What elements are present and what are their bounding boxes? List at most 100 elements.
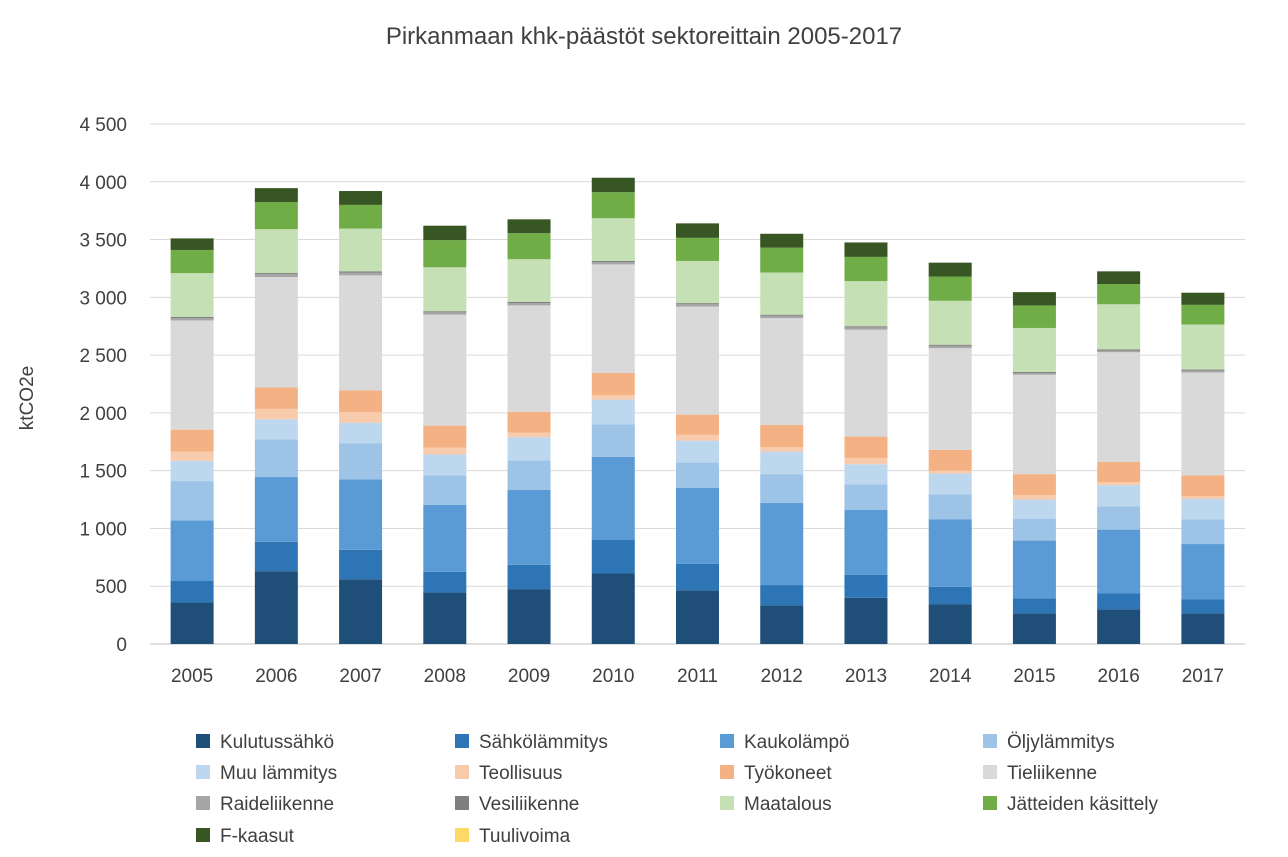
bar-segment	[928, 604, 972, 644]
bar-segment	[844, 464, 888, 485]
bar-segment	[760, 272, 804, 315]
bar-segment	[1181, 372, 1225, 476]
bar-segment	[676, 260, 719, 304]
x-axis-ticks: 2005 2006 2007 2008 2009 2010 2011 2012 2013 2014…	[171, 666, 1224, 687]
bar-segment	[1012, 613, 1056, 644]
bar-segment	[591, 399, 635, 425]
bar-segment	[760, 446, 804, 452]
bar-segment	[844, 574, 888, 598]
bar-segment	[254, 274, 298, 278]
bar-segment	[844, 597, 888, 644]
bar-segment	[339, 579, 383, 644]
bar-segment	[507, 411, 551, 433]
legend-swatch	[720, 734, 734, 748]
bar-segment	[507, 303, 551, 306]
bar-segment	[170, 273, 214, 317]
bar-segment	[844, 329, 888, 437]
bar-segment	[339, 228, 383, 272]
legend-swatch	[196, 796, 210, 810]
bar-segment	[1012, 499, 1056, 519]
y-axis-label: ktCO2e	[17, 366, 38, 430]
bar-segment	[760, 315, 804, 319]
bar-segment	[928, 344, 972, 346]
bar-segment	[1181, 324, 1225, 370]
bar-segment	[928, 449, 972, 471]
legend-item: Vesiliikenne	[455, 794, 579, 815]
legend-label: Teollisuus	[479, 763, 562, 784]
bar-segment	[339, 271, 383, 273]
bar-segment	[254, 229, 298, 274]
x-tick-label: 2008	[424, 666, 466, 687]
bar-segment	[339, 549, 383, 580]
bar-segment	[507, 259, 551, 302]
bar-segment	[507, 437, 551, 461]
bar-segment	[760, 451, 804, 475]
bar-segment	[844, 457, 888, 465]
legend-label: Maatalous	[744, 794, 832, 815]
bar-segment	[760, 585, 804, 606]
bar-segment	[844, 326, 888, 328]
bar-segment	[423, 447, 467, 455]
bar-segment	[507, 460, 551, 490]
bar-segment	[423, 314, 467, 426]
bar-segment	[1097, 350, 1141, 353]
bar-segment	[676, 563, 719, 591]
bar-segment	[844, 509, 888, 575]
bar-segment	[1012, 540, 1056, 599]
bar-segment	[591, 264, 635, 374]
bar-segment	[170, 249, 214, 274]
bar-segment	[844, 242, 888, 257]
bar-segment	[1097, 271, 1141, 285]
bar-segment	[1181, 498, 1225, 520]
legend-item: Jätteiden käsittely	[983, 794, 1159, 815]
bar-segment	[170, 238, 214, 250]
y-tick-label: 4 500	[79, 115, 127, 136]
bar-segment	[254, 202, 298, 230]
bar-segment	[928, 345, 972, 349]
bar-segment	[1097, 529, 1141, 594]
bar-segment	[507, 432, 551, 438]
legend: Kulutussähkö Sähkölämmitys Kaukolämpö Öljyl…	[196, 732, 1159, 847]
y-tick-label: 4 000	[79, 173, 127, 194]
legend-label: Sähkölämmitys	[479, 732, 608, 753]
bar-segment	[423, 311, 467, 313]
bar-segment	[1097, 349, 1141, 351]
x-tick-label: 2010	[592, 666, 634, 687]
legend-label: Vesiliikenne	[479, 794, 579, 815]
bar-segment	[423, 225, 467, 241]
bar-segment	[676, 440, 719, 463]
bar-segment	[423, 504, 467, 572]
legend-swatch	[455, 796, 469, 810]
bar-segment	[170, 429, 214, 452]
bar-segment	[1097, 352, 1141, 462]
legend-swatch	[720, 765, 734, 779]
bar-segment	[254, 277, 298, 388]
bar-segment	[591, 540, 635, 574]
bar-segment	[254, 188, 298, 202]
bar-segment	[423, 312, 467, 315]
bar-segment	[254, 477, 298, 542]
bar-segment	[170, 316, 214, 319]
legend-label: Kaukolämpö	[744, 732, 850, 753]
bar-segment	[676, 434, 719, 441]
legend-swatch	[455, 828, 469, 842]
legend-swatch	[196, 828, 210, 842]
bar-segment	[591, 260, 635, 263]
legend-label: Työkoneet	[744, 763, 832, 784]
bar-segment	[760, 605, 804, 644]
legend-swatch	[196, 765, 210, 779]
bar-segment	[1181, 496, 1225, 499]
y-tick-label: 2 000	[79, 404, 127, 425]
bar-segment	[1012, 371, 1056, 374]
bar-segment	[844, 484, 888, 510]
bar-segment	[339, 443, 383, 480]
bar-segment	[1097, 284, 1141, 305]
x-tick-label: 2013	[845, 666, 887, 687]
bar-segment	[339, 412, 383, 423]
bars	[170, 177, 1225, 644]
x-tick-label: 2005	[171, 666, 213, 687]
bar-segment	[1181, 369, 1225, 371]
legend-swatch	[983, 796, 997, 810]
